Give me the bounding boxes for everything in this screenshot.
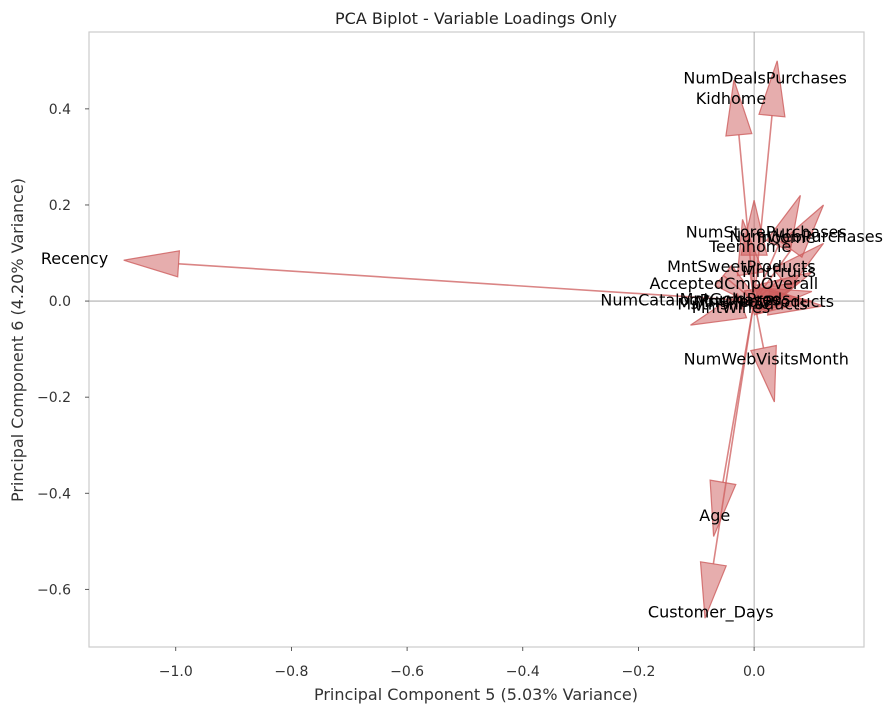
- x-tick-label: −0.4: [506, 664, 540, 680]
- plot-frame: [88, 31, 865, 648]
- y-tick-label: 0.4: [49, 102, 71, 118]
- loading-label: Customer_Days: [648, 602, 774, 622]
- loading-label: Kidhome: [696, 89, 766, 108]
- y-tick-label: 0.0: [49, 294, 71, 310]
- loading-arrow-head: [758, 60, 786, 118]
- loading-arrow-head: [709, 479, 737, 537]
- y-tick-label: 0.2: [49, 198, 71, 214]
- loading-arrow-head: [771, 242, 824, 290]
- loading-label: MntFruits: [742, 262, 816, 281]
- x-tick-label: −0.6: [390, 664, 424, 680]
- chart-title: PCA Biplot - Variable Loadings Only: [335, 9, 617, 28]
- loading-arrow-head: [699, 561, 728, 619]
- loading-label: MntGoldProds: [680, 290, 791, 309]
- loading-label: AcceptedCmpOverall: [650, 274, 819, 293]
- loading-label: NumDealsPurchases: [683, 69, 846, 88]
- loading-label: Income: [756, 228, 815, 247]
- x-tick-label: 0.0: [743, 664, 765, 680]
- loading-label: NumWebPurchases: [729, 227, 883, 246]
- plot-area: −1.0 −0.8 −0.6 −0.4 −0.2 0.0 0.4 0.2 0.0 −0.2 −0.4…: [37, 31, 883, 680]
- loading-label: MntFishProducts: [677, 294, 807, 313]
- loading-arrow-head: [714, 264, 767, 312]
- loading-arrow-head: [123, 250, 181, 278]
- x-tick-label: −0.2: [621, 664, 655, 680]
- loading-arrow-head: [690, 292, 748, 326]
- loading-arrow-head: [779, 204, 825, 259]
- loading-label: NumWebVisitsMonth: [684, 350, 849, 369]
- loading-label: MntWines: [692, 298, 770, 317]
- x-tick-label: −0.8: [274, 664, 308, 680]
- loading-arrow-head: [736, 219, 764, 277]
- y-tick-label: −0.6: [37, 582, 71, 598]
- loading-arrow-head: [749, 344, 777, 403]
- y-tick-label: −0.2: [37, 390, 71, 406]
- y-tick-label: −0.4: [37, 486, 71, 502]
- loading-label: NumStorePurchases: [686, 222, 847, 241]
- loading-label: Teenhome: [708, 237, 791, 256]
- loading-label: MntMeatProducts: [695, 292, 834, 311]
- x-tick-label: −1.0: [159, 664, 193, 680]
- loading-label: Recency: [41, 249, 108, 268]
- x-axis-title: Principal Component 5 (5.03% Variance): [314, 685, 638, 704]
- loading-label: Age: [699, 506, 730, 525]
- loading-arrow-shaft: [712, 300, 755, 564]
- loading-arrow-shaft: [178, 262, 755, 302]
- y-axis-title: Principal Component 6 (4.20% Variance): [8, 178, 27, 502]
- loading-label: NumCatalogPurchases: [600, 291, 780, 310]
- loading-label: MntSweetProducts: [667, 257, 816, 276]
- loading-arrow-head: [725, 79, 753, 137]
